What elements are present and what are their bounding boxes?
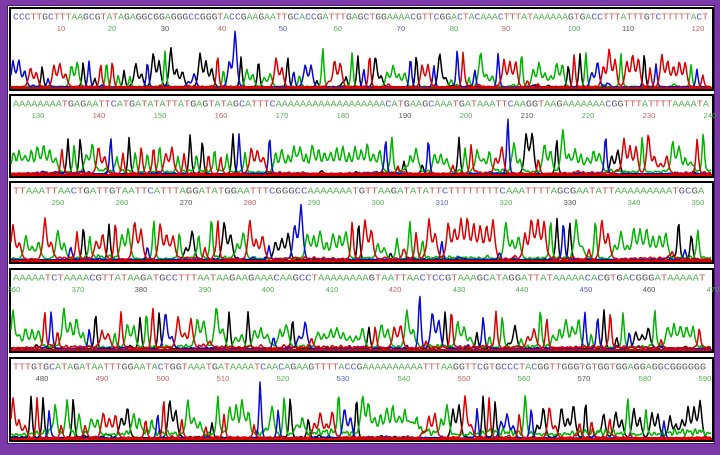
svg-text:170: 170 (276, 111, 289, 120)
svg-text:420: 420 (389, 285, 402, 294)
svg-text:40: 40 (218, 24, 226, 33)
svg-text:430: 430 (453, 285, 466, 294)
svg-text:470: 470 (707, 285, 720, 294)
svg-text:160: 160 (215, 111, 228, 120)
svg-text:320: 320 (500, 198, 513, 207)
svg-text:350: 350 (692, 198, 705, 207)
svg-text:230: 230 (643, 111, 656, 120)
svg-text:290: 290 (308, 198, 321, 207)
svg-text:510: 510 (217, 374, 230, 383)
svg-text:570: 570 (578, 374, 591, 383)
svg-text:220: 220 (582, 111, 595, 120)
svg-text:480: 480 (36, 374, 49, 383)
svg-text:550: 550 (458, 374, 471, 383)
svg-text:110: 110 (622, 24, 634, 33)
svg-text:AAAAAAAATGAGAATTCATGATATATTATG: AAAAAAAATGAGAATTCATGATATATTATGAGTATAGCAT… (13, 99, 709, 109)
svg-text:590: 590 (699, 374, 712, 383)
svg-text:70: 70 (397, 24, 405, 33)
svg-text:200: 200 (460, 111, 473, 120)
svg-text:540: 540 (398, 374, 411, 383)
svg-text:210: 210 (521, 111, 534, 120)
svg-text:380: 380 (135, 285, 148, 294)
svg-text:80: 80 (450, 24, 458, 33)
svg-text:130: 130 (32, 111, 45, 120)
svg-text:490: 490 (96, 374, 109, 383)
svg-text:140: 140 (93, 111, 106, 120)
svg-text:360: 360 (8, 285, 21, 294)
svg-text:440: 440 (516, 285, 529, 294)
svg-text:60: 60 (334, 24, 342, 33)
svg-text:560: 560 (518, 374, 531, 383)
svg-text:580: 580 (639, 374, 652, 383)
svg-text:300: 300 (372, 198, 385, 207)
svg-text:180: 180 (337, 111, 350, 120)
svg-text:150: 150 (154, 111, 167, 120)
svg-text:410: 410 (326, 285, 339, 294)
svg-text:260: 260 (116, 198, 129, 207)
svg-text:100: 100 (568, 24, 581, 33)
svg-text:460: 460 (643, 285, 656, 294)
svg-text:530: 530 (337, 374, 350, 383)
svg-text:400: 400 (262, 285, 275, 294)
svg-text:10: 10 (57, 24, 65, 33)
svg-text:30: 30 (161, 24, 169, 33)
svg-text:340: 340 (628, 198, 641, 207)
svg-text:TTTGTGCATAGATAATTTGGAATACTGGTA: TTTGTGCATAGATAATTTGGAATACTGGTAAATGATAAAA… (13, 362, 706, 372)
svg-text:90: 90 (502, 24, 510, 33)
svg-text:20: 20 (108, 24, 116, 33)
svg-text:50: 50 (279, 24, 287, 33)
svg-text:280: 280 (244, 198, 257, 207)
svg-text:390: 390 (199, 285, 212, 294)
svg-text:120: 120 (692, 24, 705, 33)
svg-text:190: 190 (399, 111, 412, 120)
svg-text:CCCTTGCTTTAAGCGTATAGAGGCGGAGGG: CCCTTGCTTTAAGCGTATAGAGGCGGAGGGCCGGGTACCG… (13, 12, 709, 22)
svg-text:330: 330 (564, 198, 577, 207)
svg-text:250: 250 (52, 198, 65, 207)
svg-text:520: 520 (277, 374, 290, 383)
svg-text:500: 500 (157, 374, 170, 383)
svg-text:AAAAATCTAAAACGTTATAAGATGCCTTTA: AAAAATCTAAAACGTTATAAGATGCCTTTAATAAGAAGAA… (13, 274, 705, 284)
svg-text:370: 370 (72, 285, 85, 294)
svg-text:450: 450 (580, 285, 593, 294)
svg-text:TTAAATTAACTGATTGTAATTCATTTAGGA: TTAAATTAACTGATTGTAATTCATTTAGGATATGGAATTT… (13, 187, 705, 197)
svg-text:270: 270 (180, 198, 193, 207)
svg-text:240: 240 (704, 111, 717, 120)
svg-text:310: 310 (436, 198, 449, 207)
